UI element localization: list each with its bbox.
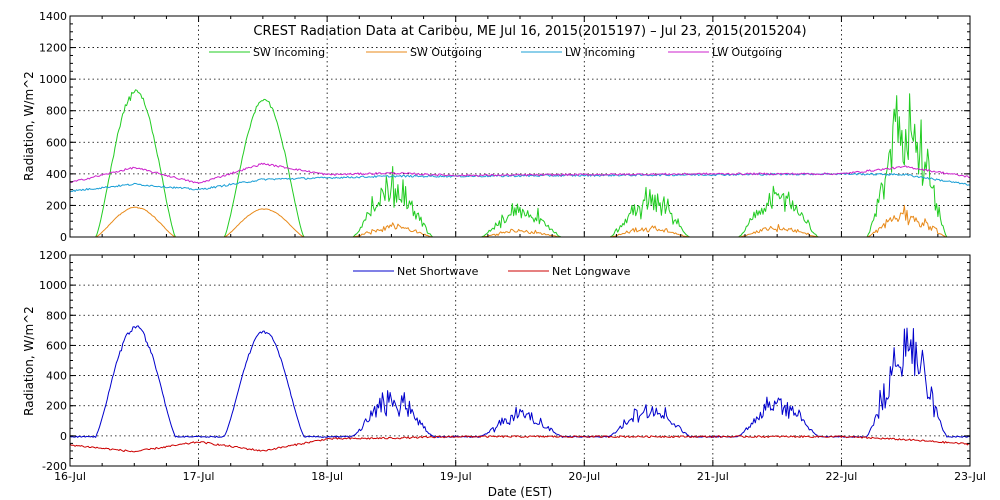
y-tick-label: 1400 [39, 10, 67, 23]
y-tick-label: 1000 [39, 279, 67, 292]
series-line-lw-out [69, 162, 971, 184]
y-tick-label: 1000 [39, 73, 67, 86]
y-tick-label: 800 [46, 105, 67, 118]
x-tick-label: 21-Jul [697, 470, 729, 483]
y-tick-label: 400 [46, 168, 67, 181]
legend-label: SW Incoming [253, 46, 325, 59]
y-tick-label: 200 [46, 199, 67, 212]
x-tick-label: 19-Jul [440, 470, 472, 483]
series-line-net-sw [69, 325, 971, 438]
y-tick-label: 0 [60, 231, 67, 244]
x-axis-label: Date (EST) [488, 485, 552, 499]
series-line-lw-in [69, 172, 971, 193]
y-tick-label: 600 [46, 339, 67, 352]
top-panel: Radiation, W/m^2 0 200 400 600 800 1000 1200 14… [22, 10, 971, 244]
y-tick-label: 800 [46, 309, 67, 322]
x-tick-label: 18-Jul [311, 470, 343, 483]
bottom-panel: Radiation, W/m^2 Date (EST) -200 0 200 400 6… [22, 249, 986, 499]
y-tick-label: 0 [60, 430, 67, 443]
bottom-y-axis-label: Radiation, W/m^2 [22, 306, 36, 416]
top-y-axis-label: Radiation, W/m^2 [22, 71, 36, 181]
plot-frame [69, 254, 971, 467]
x-tick-label: 17-Jul [183, 470, 215, 483]
plot-frame [69, 15, 971, 238]
legend-label: Net Shortwave [397, 265, 479, 278]
y-tick-label: -200 [42, 460, 67, 473]
x-tick-label: 20-Jul [568, 470, 600, 483]
series-line-net-lw [69, 435, 971, 453]
y-tick-label: 1200 [39, 249, 67, 262]
legend-label: Net Longwave [552, 265, 631, 278]
x-tick-label: 22-Jul [825, 470, 857, 483]
chart-title: CREST Radiation Data at Caribou, ME Jul … [253, 24, 806, 39]
y-tick-label: 400 [46, 370, 67, 383]
legend-label: LW Incoming [565, 46, 635, 59]
legend-label: LW Outgoing [712, 46, 782, 59]
legend-label: SW Outgoing [410, 46, 482, 59]
x-tick-label: 23-Jul [954, 470, 986, 483]
y-tick-label: 200 [46, 400, 67, 413]
y-tick-label: 600 [46, 136, 67, 149]
series-line-sw-in [70, 89, 970, 238]
x-tick-label: 16-Jul [54, 470, 86, 483]
y-tick-label: 1200 [39, 42, 67, 55]
